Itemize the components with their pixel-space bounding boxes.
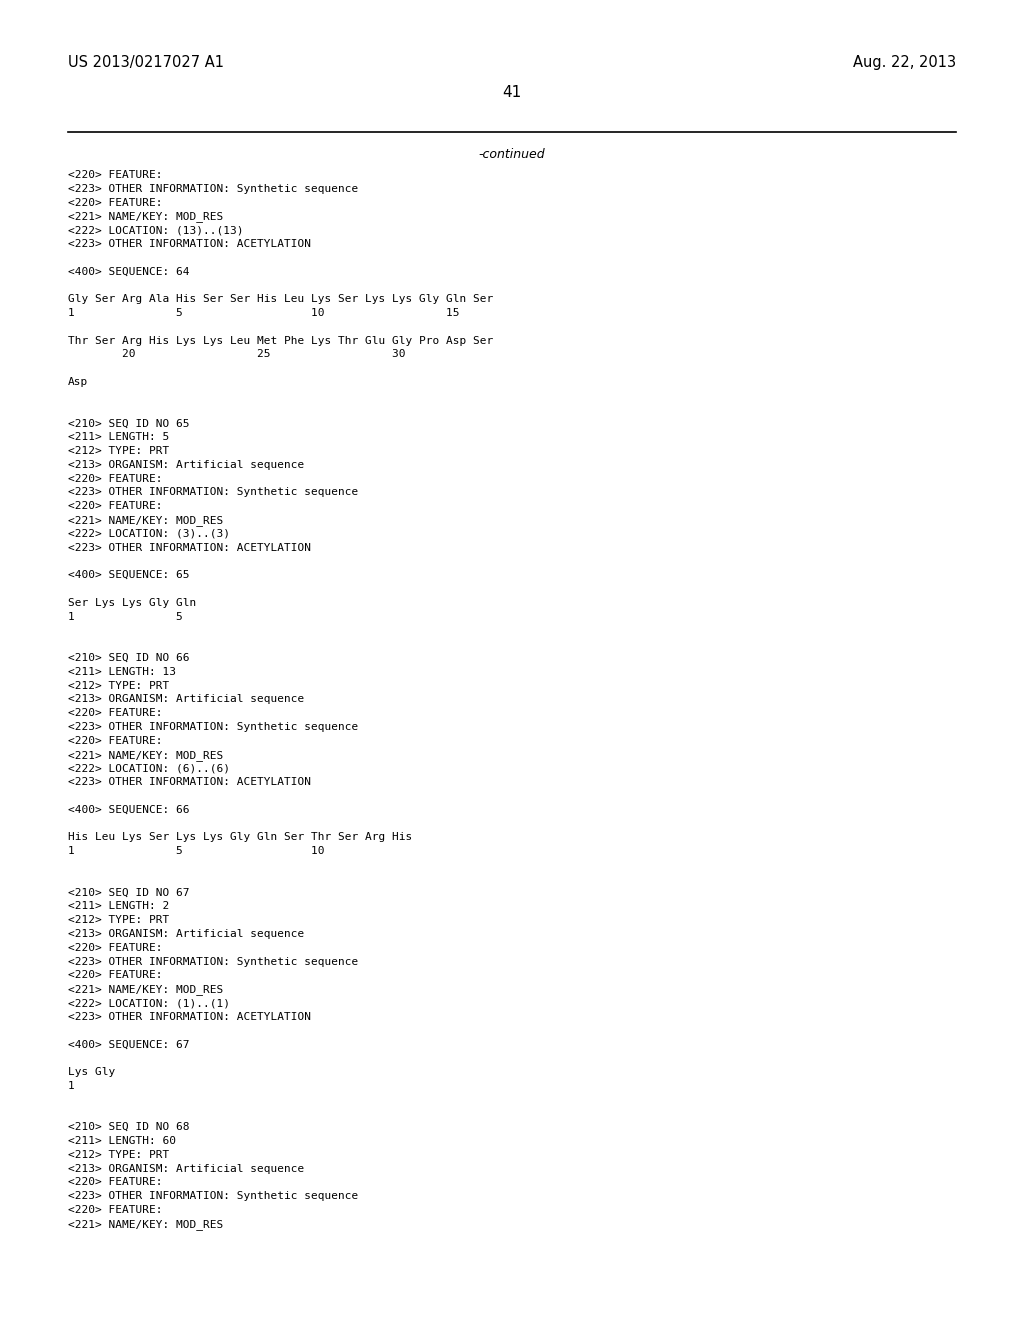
- Text: <213> ORGANISM: Artificial sequence: <213> ORGANISM: Artificial sequence: [68, 459, 304, 470]
- Text: <400> SEQUENCE: 66: <400> SEQUENCE: 66: [68, 805, 189, 814]
- Text: <210> SEQ ID NO 68: <210> SEQ ID NO 68: [68, 1122, 189, 1133]
- Text: <221> NAME/KEY: MOD_RES: <221> NAME/KEY: MOD_RES: [68, 750, 223, 760]
- Text: <223> OTHER INFORMATION: Synthetic sequence: <223> OTHER INFORMATION: Synthetic seque…: [68, 957, 358, 966]
- Text: <211> LENGTH: 13: <211> LENGTH: 13: [68, 667, 176, 677]
- Text: <222> LOCATION: (3)..(3): <222> LOCATION: (3)..(3): [68, 529, 230, 539]
- Text: <213> ORGANISM: Artificial sequence: <213> ORGANISM: Artificial sequence: [68, 1164, 304, 1173]
- Text: <222> LOCATION: (1)..(1): <222> LOCATION: (1)..(1): [68, 998, 230, 1008]
- Text: <223> OTHER INFORMATION: Synthetic sequence: <223> OTHER INFORMATION: Synthetic seque…: [68, 722, 358, 733]
- Text: <213> ORGANISM: Artificial sequence: <213> ORGANISM: Artificial sequence: [68, 694, 304, 705]
- Text: <210> SEQ ID NO 67: <210> SEQ ID NO 67: [68, 887, 189, 898]
- Text: 41: 41: [503, 84, 521, 100]
- Text: <212> TYPE: PRT: <212> TYPE: PRT: [68, 446, 169, 455]
- Text: <220> FEATURE:: <220> FEATURE:: [68, 198, 163, 207]
- Text: <220> FEATURE:: <220> FEATURE:: [68, 709, 163, 718]
- Text: <223> OTHER INFORMATION: Synthetic sequence: <223> OTHER INFORMATION: Synthetic seque…: [68, 1191, 358, 1201]
- Text: <220> FEATURE:: <220> FEATURE:: [68, 474, 163, 483]
- Text: <221> NAME/KEY: MOD_RES: <221> NAME/KEY: MOD_RES: [68, 985, 223, 995]
- Text: <213> ORGANISM: Artificial sequence: <213> ORGANISM: Artificial sequence: [68, 929, 304, 939]
- Text: <212> TYPE: PRT: <212> TYPE: PRT: [68, 915, 169, 925]
- Text: <221> NAME/KEY: MOD_RES: <221> NAME/KEY: MOD_RES: [68, 211, 223, 222]
- Text: <223> OTHER INFORMATION: ACETYLATION: <223> OTHER INFORMATION: ACETYLATION: [68, 543, 311, 553]
- Text: His Leu Lys Ser Lys Lys Gly Gln Ser Thr Ser Arg His: His Leu Lys Ser Lys Lys Gly Gln Ser Thr …: [68, 833, 413, 842]
- Text: <220> FEATURE:: <220> FEATURE:: [68, 735, 163, 746]
- Text: US 2013/0217027 A1: US 2013/0217027 A1: [68, 55, 224, 70]
- Text: <400> SEQUENCE: 65: <400> SEQUENCE: 65: [68, 570, 189, 581]
- Text: <220> FEATURE:: <220> FEATURE:: [68, 942, 163, 953]
- Text: Thr Ser Arg His Lys Lys Leu Met Phe Lys Thr Glu Gly Pro Asp Ser: Thr Ser Arg His Lys Lys Leu Met Phe Lys …: [68, 335, 494, 346]
- Text: <223> OTHER INFORMATION: ACETYLATION: <223> OTHER INFORMATION: ACETYLATION: [68, 1012, 311, 1022]
- Text: <220> FEATURE:: <220> FEATURE:: [68, 170, 163, 180]
- Text: <223> OTHER INFORMATION: Synthetic sequence: <223> OTHER INFORMATION: Synthetic seque…: [68, 487, 358, 498]
- Text: Asp: Asp: [68, 378, 88, 387]
- Text: -continued: -continued: [478, 148, 546, 161]
- Text: <211> LENGTH: 5: <211> LENGTH: 5: [68, 432, 169, 442]
- Text: 1               5: 1 5: [68, 611, 182, 622]
- Text: <223> OTHER INFORMATION: ACETYLATION: <223> OTHER INFORMATION: ACETYLATION: [68, 239, 311, 249]
- Text: <400> SEQUENCE: 64: <400> SEQUENCE: 64: [68, 267, 189, 277]
- Text: <210> SEQ ID NO 66: <210> SEQ ID NO 66: [68, 653, 189, 663]
- Text: Aug. 22, 2013: Aug. 22, 2013: [853, 55, 956, 70]
- Text: <220> FEATURE:: <220> FEATURE:: [68, 502, 163, 511]
- Text: Lys Gly: Lys Gly: [68, 1067, 116, 1077]
- Text: <223> OTHER INFORMATION: ACETYLATION: <223> OTHER INFORMATION: ACETYLATION: [68, 777, 311, 787]
- Text: <223> OTHER INFORMATION: Synthetic sequence: <223> OTHER INFORMATION: Synthetic seque…: [68, 183, 358, 194]
- Text: <211> LENGTH: 60: <211> LENGTH: 60: [68, 1137, 176, 1146]
- Text: <222> LOCATION: (6)..(6): <222> LOCATION: (6)..(6): [68, 763, 230, 774]
- Text: <220> FEATURE:: <220> FEATURE:: [68, 1177, 163, 1188]
- Text: Ser Lys Lys Gly Gln: Ser Lys Lys Gly Gln: [68, 598, 197, 607]
- Text: 1: 1: [68, 1081, 75, 1090]
- Text: <220> FEATURE:: <220> FEATURE:: [68, 970, 163, 981]
- Text: <222> LOCATION: (13)..(13): <222> LOCATION: (13)..(13): [68, 226, 244, 235]
- Text: <212> TYPE: PRT: <212> TYPE: PRT: [68, 1150, 169, 1160]
- Text: 1               5                   10: 1 5 10: [68, 846, 325, 857]
- Text: <400> SEQUENCE: 67: <400> SEQUENCE: 67: [68, 1039, 189, 1049]
- Text: <212> TYPE: PRT: <212> TYPE: PRT: [68, 681, 169, 690]
- Text: 20                  25                  30: 20 25 30: [68, 350, 406, 359]
- Text: Gly Ser Arg Ala His Ser Ser His Leu Lys Ser Lys Lys Gly Gln Ser: Gly Ser Arg Ala His Ser Ser His Leu Lys …: [68, 294, 494, 304]
- Text: 1               5                   10                  15: 1 5 10 15: [68, 308, 460, 318]
- Text: <210> SEQ ID NO 65: <210> SEQ ID NO 65: [68, 418, 189, 429]
- Text: <221> NAME/KEY: MOD_RES: <221> NAME/KEY: MOD_RES: [68, 515, 223, 525]
- Text: <211> LENGTH: 2: <211> LENGTH: 2: [68, 902, 169, 911]
- Text: <221> NAME/KEY: MOD_RES: <221> NAME/KEY: MOD_RES: [68, 1218, 223, 1230]
- Text: <220> FEATURE:: <220> FEATURE:: [68, 1205, 163, 1214]
